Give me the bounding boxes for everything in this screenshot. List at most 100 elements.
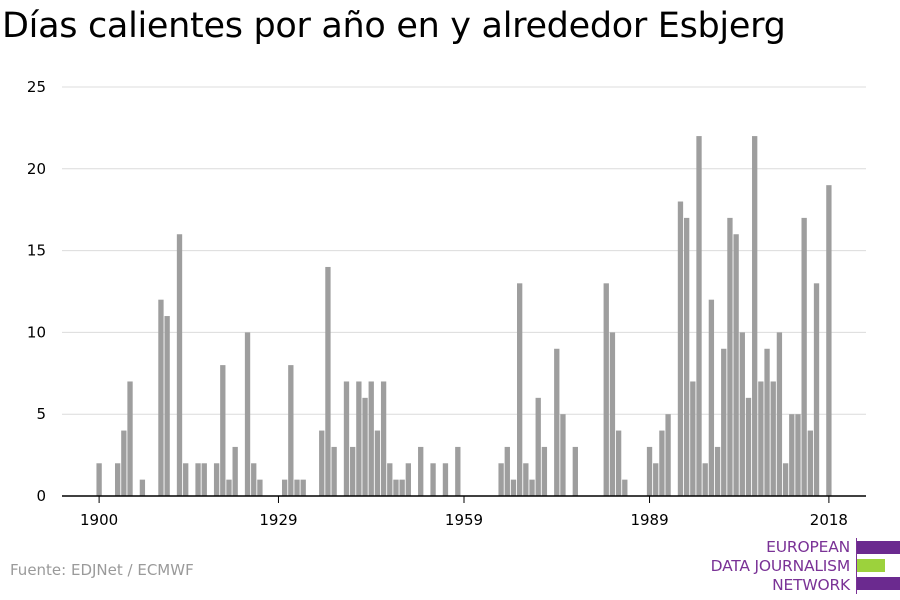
bar bbox=[244, 332, 251, 496]
bar bbox=[183, 463, 189, 496]
bar bbox=[739, 332, 745, 496]
logo-bar-middle bbox=[857, 559, 885, 572]
bar bbox=[758, 381, 764, 496]
bar bbox=[350, 446, 356, 496]
y-tick-label: 0 bbox=[36, 487, 46, 505]
bar bbox=[535, 397, 541, 496]
bar bbox=[455, 446, 461, 496]
bar bbox=[727, 217, 733, 496]
bar bbox=[281, 479, 288, 496]
x-tick-label: 1929 bbox=[259, 511, 297, 529]
bar bbox=[807, 430, 813, 496]
bar bbox=[622, 479, 628, 496]
bar bbox=[418, 446, 424, 496]
bar bbox=[683, 217, 690, 496]
bar bbox=[615, 430, 622, 496]
bar bbox=[554, 348, 560, 496]
bar bbox=[504, 446, 510, 496]
bar bbox=[399, 479, 405, 496]
bar bbox=[498, 463, 504, 496]
bar bbox=[374, 430, 381, 496]
y-axis-labels: 0 5 10 15 20 25 bbox=[27, 78, 46, 505]
bar bbox=[721, 348, 727, 496]
bar bbox=[733, 234, 739, 497]
y-tick-label: 5 bbox=[36, 405, 46, 423]
bar bbox=[782, 463, 789, 496]
bar bbox=[801, 217, 807, 496]
y-tick-label: 20 bbox=[27, 160, 46, 178]
bar bbox=[776, 332, 783, 496]
y-tick-label: 25 bbox=[27, 78, 46, 96]
bar bbox=[603, 283, 609, 496]
bar bbox=[121, 430, 127, 496]
bar bbox=[325, 266, 331, 496]
bar bbox=[331, 446, 337, 496]
bars bbox=[96, 136, 832, 497]
bar bbox=[127, 381, 133, 496]
bar bbox=[714, 446, 721, 496]
bar bbox=[523, 463, 529, 496]
bar bbox=[665, 414, 671, 496]
bar bbox=[387, 463, 393, 496]
bar bbox=[690, 381, 696, 496]
bar bbox=[430, 463, 436, 496]
bar bbox=[300, 479, 306, 496]
bar bbox=[232, 446, 238, 496]
logo-bar-bottom bbox=[857, 577, 900, 590]
bar bbox=[696, 136, 702, 496]
logo-line-network: NETWORK bbox=[772, 576, 850, 594]
bar bbox=[677, 201, 684, 496]
bar bbox=[764, 348, 770, 496]
bar bbox=[708, 299, 715, 496]
edjnet-logo[interactable]: EUROPEAN DATA JOURNALISM NETWORK bbox=[700, 538, 900, 594]
bar bbox=[362, 397, 368, 496]
bar bbox=[343, 381, 350, 496]
source-note: Fuente: EDJNet / ECMWF bbox=[10, 561, 194, 579]
logo-divider bbox=[856, 538, 857, 594]
logo-bar-top bbox=[857, 541, 900, 554]
bar bbox=[646, 446, 653, 496]
bar bbox=[368, 381, 374, 496]
bar bbox=[609, 332, 616, 496]
bar bbox=[251, 463, 257, 496]
x-tick-label: 1900 bbox=[80, 511, 118, 529]
gridlines bbox=[62, 86, 866, 415]
bar bbox=[405, 463, 411, 496]
bar bbox=[702, 463, 708, 496]
bar bbox=[213, 463, 220, 496]
bar bbox=[380, 381, 387, 496]
bar bbox=[517, 283, 523, 496]
bar bbox=[510, 479, 517, 496]
bar bbox=[176, 234, 183, 497]
y-tick-label: 10 bbox=[27, 323, 46, 341]
bar bbox=[164, 316, 170, 496]
bar bbox=[572, 446, 578, 496]
bar bbox=[139, 479, 146, 496]
bar bbox=[356, 381, 362, 496]
bar bbox=[226, 479, 232, 496]
bar bbox=[96, 463, 102, 496]
bar bbox=[653, 463, 659, 496]
x-axis: 1900 1929 1959 1989 2018 bbox=[62, 495, 866, 529]
bar bbox=[752, 136, 758, 496]
bar bbox=[770, 381, 776, 496]
bar bbox=[393, 479, 399, 496]
bar bbox=[319, 430, 325, 496]
y-tick-label: 15 bbox=[27, 242, 46, 260]
logo-line-european: EUROPEAN bbox=[766, 538, 850, 556]
bar bbox=[288, 365, 294, 496]
x-tick-label: 1989 bbox=[630, 511, 668, 529]
bar bbox=[745, 397, 752, 496]
bar bbox=[201, 463, 207, 496]
bar bbox=[529, 479, 535, 496]
bar bbox=[560, 414, 566, 496]
bar bbox=[115, 463, 121, 496]
bar bbox=[257, 479, 263, 496]
bar bbox=[541, 446, 548, 496]
bar bbox=[813, 283, 820, 496]
x-tick-label: 2018 bbox=[810, 511, 848, 529]
bar bbox=[659, 430, 665, 496]
logo-line-data-journalism: DATA JOURNALISM bbox=[710, 557, 851, 575]
bar bbox=[195, 463, 201, 496]
